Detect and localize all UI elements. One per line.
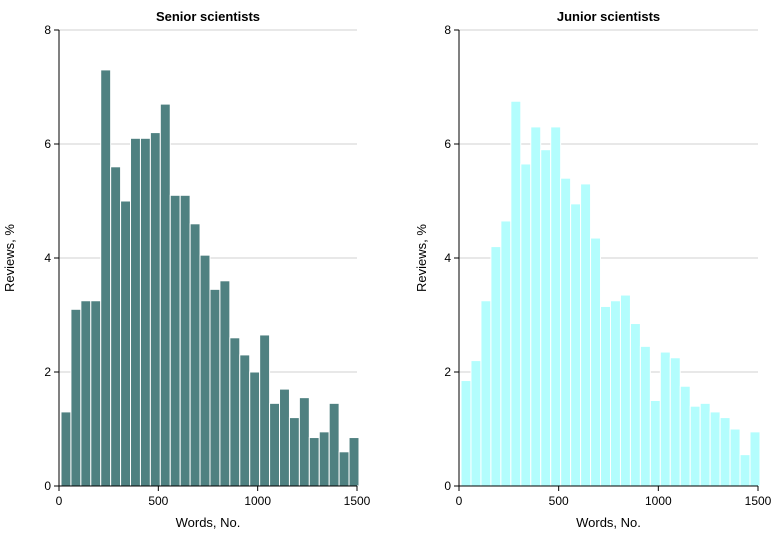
y-tick-label: 2 bbox=[444, 365, 451, 379]
bar bbox=[560, 177, 572, 487]
bar bbox=[530, 126, 542, 487]
x-tick-label: 1000 bbox=[244, 494, 271, 508]
x-tick-label: 1000 bbox=[645, 494, 672, 508]
y-tick-label: 8 bbox=[44, 23, 51, 37]
bar bbox=[179, 194, 191, 487]
x-tick-label: 500 bbox=[148, 494, 168, 508]
x-tick-label: 1500 bbox=[344, 494, 371, 508]
bar bbox=[70, 308, 82, 487]
bar bbox=[590, 237, 602, 487]
y-tick-label: 6 bbox=[44, 137, 51, 151]
y-tick-label: 2 bbox=[44, 365, 51, 379]
bar bbox=[570, 203, 582, 487]
x-axis-label: Words, No. bbox=[576, 515, 641, 530]
bar bbox=[60, 411, 72, 487]
bar bbox=[639, 345, 651, 487]
bar bbox=[699, 402, 711, 487]
bar bbox=[689, 405, 701, 487]
bar bbox=[600, 305, 611, 487]
bar bbox=[318, 431, 330, 487]
bar bbox=[709, 411, 721, 487]
bar bbox=[229, 337, 241, 487]
bar bbox=[348, 437, 360, 487]
junior-scientists-panel: 0 2 4 6 8 0 500 1000 1500 Junior scientists Words,… bbox=[414, 9, 772, 530]
x-tick-label: 0 bbox=[56, 494, 63, 508]
y-axis-label: Reviews, % bbox=[414, 224, 429, 292]
bar bbox=[298, 397, 310, 487]
bar bbox=[739, 454, 751, 487]
x-tick-label: 1500 bbox=[745, 494, 772, 508]
bar bbox=[480, 300, 492, 487]
bar bbox=[749, 431, 761, 487]
bar bbox=[219, 280, 231, 487]
bar bbox=[619, 294, 631, 487]
bar bbox=[239, 354, 251, 487]
x-tick-label: 0 bbox=[456, 494, 463, 508]
bar bbox=[249, 371, 261, 487]
bar bbox=[159, 103, 171, 487]
senior-scientists-panel: 0 2 4 6 8 0 500 1000 1500 Senior scientists Words,… bbox=[2, 9, 371, 530]
x-axis-label: Words, No. bbox=[176, 515, 241, 530]
y-tick-label: 0 bbox=[44, 479, 51, 493]
bar bbox=[550, 126, 562, 487]
chart-title: Junior scientists bbox=[557, 9, 660, 24]
bar bbox=[328, 402, 340, 487]
bar bbox=[520, 163, 532, 487]
bar bbox=[288, 417, 300, 487]
bar bbox=[209, 288, 221, 487]
bar bbox=[629, 323, 641, 487]
bar bbox=[90, 300, 102, 487]
bar bbox=[669, 357, 681, 487]
bar bbox=[149, 132, 161, 487]
bar bbox=[470, 360, 482, 487]
y-tick-label: 8 bbox=[444, 23, 451, 37]
y-tick-label: 4 bbox=[444, 251, 451, 265]
bar bbox=[259, 334, 271, 487]
bar bbox=[80, 300, 92, 487]
bar bbox=[580, 183, 592, 487]
bar bbox=[649, 400, 661, 487]
bar bbox=[199, 254, 211, 487]
y-tick-label: 0 bbox=[444, 479, 451, 493]
bar bbox=[338, 451, 350, 487]
bar bbox=[308, 437, 320, 487]
x-tick-label: 500 bbox=[549, 494, 569, 508]
bar bbox=[279, 388, 290, 487]
y-tick-label: 4 bbox=[44, 251, 51, 265]
bar bbox=[169, 194, 181, 487]
bar bbox=[110, 166, 122, 487]
bar bbox=[679, 385, 691, 487]
bar bbox=[100, 69, 112, 487]
bar bbox=[510, 100, 522, 487]
y-tick-label: 6 bbox=[444, 137, 451, 151]
chart-title: Senior scientists bbox=[156, 9, 260, 24]
bar bbox=[609, 300, 621, 487]
bar bbox=[540, 149, 552, 487]
bar bbox=[490, 246, 502, 487]
bar bbox=[120, 200, 132, 487]
bar bbox=[729, 428, 741, 487]
bar bbox=[500, 220, 512, 487]
bar bbox=[659, 351, 671, 487]
y-axis-label: Reviews, % bbox=[2, 224, 17, 292]
bar bbox=[139, 137, 151, 487]
bar bbox=[460, 380, 472, 487]
bar bbox=[130, 137, 141, 487]
bar bbox=[269, 402, 281, 487]
bar bbox=[719, 417, 731, 487]
bar bbox=[189, 223, 201, 487]
